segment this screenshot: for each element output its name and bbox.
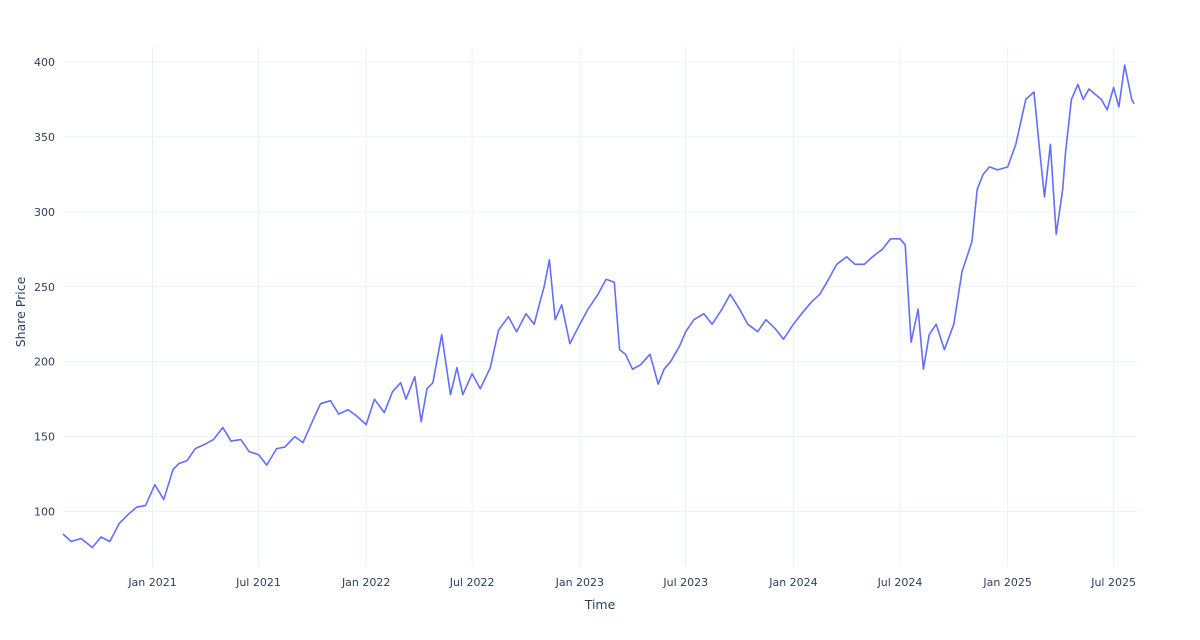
x-tick-labels: Jan 2021 Jul 2021 Jan 2022 Jul 2022 Jan 2023… xyxy=(127,576,1136,589)
y-tick-label: 350 xyxy=(34,131,55,144)
y-tick-label: 200 xyxy=(34,356,55,369)
y-tick-labels: 100 150 200 250 300 350 400 xyxy=(34,56,55,519)
y-tick-label: 400 xyxy=(34,56,55,69)
x-tick-label: Jul 2021 xyxy=(235,576,281,589)
x-tick-label: Jul 2024 xyxy=(877,576,923,589)
x-tick-label: Jul 2025 xyxy=(1090,576,1136,589)
x-tick-label: Jan 2023 xyxy=(555,576,604,589)
x-gridlines xyxy=(152,47,1115,567)
x-tick-label: Jan 2025 xyxy=(982,576,1031,589)
y-axis-title: Share Price xyxy=(13,276,28,347)
y-tick-label: 250 xyxy=(34,281,55,294)
y-tick-label: 100 xyxy=(34,506,55,519)
x-tick-label: Jan 2024 xyxy=(768,576,817,589)
x-tick-label: Jul 2023 xyxy=(662,576,708,589)
x-tick-label: Jan 2021 xyxy=(127,576,176,589)
y-tick-label: 150 xyxy=(34,431,55,444)
y-gridlines xyxy=(63,61,1137,513)
x-tick-label: Jul 2022 xyxy=(449,576,495,589)
series-layer xyxy=(62,64,1135,549)
x-axis-title: Time xyxy=(584,597,616,612)
y-tick-label: 300 xyxy=(34,206,55,219)
series-line xyxy=(62,64,1135,549)
x-tick-label: Jan 2022 xyxy=(341,576,390,589)
